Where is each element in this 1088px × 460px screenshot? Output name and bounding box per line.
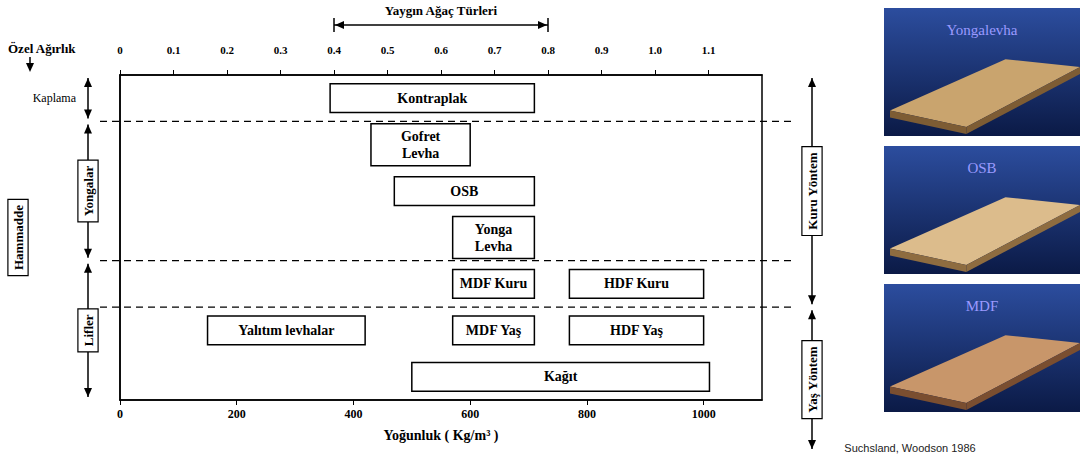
svg-text:Yaş Yöntem: Yaş Yöntem bbox=[805, 346, 820, 412]
svg-text:Levha: Levha bbox=[475, 239, 512, 254]
svg-text:Lifler: Lifler bbox=[81, 314, 96, 346]
svg-text:600: 600 bbox=[461, 407, 479, 421]
svg-text:0.6: 0.6 bbox=[434, 44, 448, 56]
svg-text:0.8: 0.8 bbox=[541, 44, 555, 56]
svg-text:Hammadde: Hammadde bbox=[11, 205, 26, 270]
svg-text:Yaygın Ağaç Türleri: Yaygın Ağaç Türleri bbox=[385, 3, 498, 18]
svg-text:400: 400 bbox=[344, 407, 362, 421]
svg-text:0: 0 bbox=[117, 44, 123, 56]
svg-text:0.7: 0.7 bbox=[488, 44, 502, 56]
svg-text:1.0: 1.0 bbox=[648, 44, 662, 56]
svg-text:Kağıt: Kağıt bbox=[544, 369, 578, 384]
svg-text:Yalıtım levhalar: Yalıtım levhalar bbox=[238, 323, 334, 338]
svg-text:Levha: Levha bbox=[402, 146, 439, 161]
svg-text:OSB: OSB bbox=[967, 160, 996, 176]
svg-text:MDF Kuru: MDF Kuru bbox=[460, 276, 528, 291]
svg-text:MDF Yaş: MDF Yaş bbox=[466, 323, 522, 338]
svg-text:Yongalar: Yongalar bbox=[81, 166, 96, 217]
svg-text:0.1: 0.1 bbox=[167, 44, 181, 56]
svg-text:HDF Kuru: HDF Kuru bbox=[604, 276, 669, 291]
svg-text:0.2: 0.2 bbox=[220, 44, 234, 56]
svg-text:Gofret: Gofret bbox=[401, 129, 441, 144]
svg-text:0.4: 0.4 bbox=[327, 44, 341, 56]
svg-text:0.9: 0.9 bbox=[595, 44, 609, 56]
svg-text:Kuru Yöntem: Kuru Yöntem bbox=[805, 152, 820, 229]
svg-text:0.5: 0.5 bbox=[381, 44, 395, 56]
svg-text:MDF: MDF bbox=[966, 298, 999, 314]
svg-text:Kaplama: Kaplama bbox=[33, 91, 77, 105]
svg-text:1.1: 1.1 bbox=[702, 44, 716, 56]
svg-text:HDF Yaş: HDF Yaş bbox=[610, 323, 664, 338]
svg-text:Yonga: Yonga bbox=[475, 222, 512, 237]
svg-text:Kontraplak: Kontraplak bbox=[397, 91, 467, 106]
svg-text:200: 200 bbox=[228, 407, 246, 421]
svg-text:800: 800 bbox=[578, 407, 596, 421]
svg-text:1000: 1000 bbox=[692, 407, 716, 421]
svg-text:Suchsland, Woodson 1986: Suchsland, Woodson 1986 bbox=[844, 442, 975, 454]
svg-text:Yongalevha: Yongalevha bbox=[947, 22, 1018, 38]
svg-text:Özel Ağırlık: Özel Ağırlık bbox=[8, 41, 76, 56]
svg-text:Yoğunluk ( Kg/m³ ): Yoğunluk ( Kg/m³ ) bbox=[383, 428, 498, 444]
svg-text:0: 0 bbox=[117, 407, 123, 421]
svg-text:0.3: 0.3 bbox=[274, 44, 288, 56]
svg-text:OSB: OSB bbox=[450, 184, 478, 199]
